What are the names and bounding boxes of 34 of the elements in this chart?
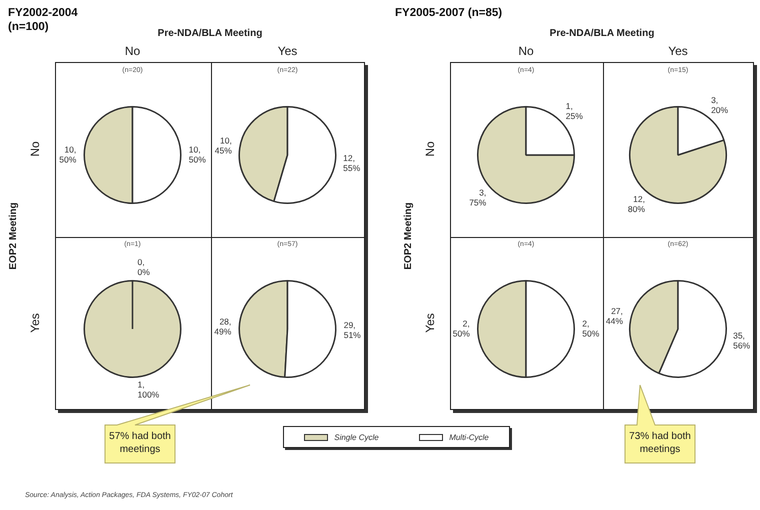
data-label: 10, 50% [59, 144, 77, 164]
data-label: 35, 56% [733, 330, 751, 351]
text: Pre-NDA/BLA Meeting [548, 28, 656, 39]
data-label: 10, 45% [214, 136, 232, 156]
data-label: 1, 100% [138, 380, 160, 400]
text: Yes [276, 44, 298, 58]
text: EOP2 Meeting [403, 201, 415, 272]
data-label: 27, 44% [606, 306, 624, 326]
text: No [124, 44, 142, 58]
text: FY2005-2007 (n=85) [395, 6, 504, 20]
data-label: 28, 49% [214, 316, 232, 337]
data-label: 29, 51% [344, 320, 362, 340]
data-label: 12, 80% [628, 194, 646, 214]
category-label: Single Cycle [334, 432, 379, 442]
category-label: Multi-Cycle [449, 432, 489, 442]
text: Pre-NDA/BLA Meeting [156, 28, 264, 39]
text: Yes [28, 312, 43, 335]
data-label: 3, 20% [711, 94, 729, 115]
text: EOP2 Meeting [8, 201, 20, 272]
data-label: 2, 50% [452, 318, 470, 338]
text: FY2002-2004 (n=100) [8, 6, 79, 34]
data-label: 10, 50% [188, 144, 206, 164]
data-label: 2, 50% [582, 318, 600, 338]
data-label: 3, 75% [469, 188, 487, 208]
text: 57% had both meetings [109, 430, 171, 456]
data-label: 12, 55% [343, 153, 361, 174]
text: Yes [423, 312, 438, 335]
text: No [423, 140, 438, 159]
text: Yes [667, 44, 689, 58]
text: 73% had both meetings [629, 430, 691, 456]
text: No [517, 44, 535, 58]
text: No [28, 140, 43, 159]
data-label: 1, 25% [566, 101, 584, 122]
text: 0, 0% [138, 257, 150, 278]
